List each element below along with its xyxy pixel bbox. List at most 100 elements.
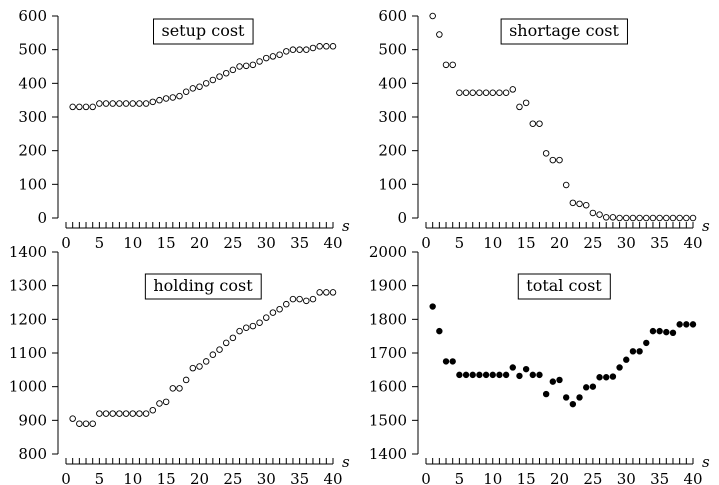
data-point [569, 400, 577, 408]
data-point [629, 348, 637, 355]
y-tick-label: 200 [378, 142, 407, 160]
data-point [102, 410, 110, 417]
data-point [509, 364, 516, 371]
data-point [469, 371, 476, 379]
data-point [236, 327, 243, 335]
data-point [676, 214, 683, 222]
x-tick-label: 15 [157, 470, 176, 485]
data-point [522, 99, 530, 107]
data-point [649, 214, 657, 222]
data-point [502, 371, 510, 379]
chart-title: holding cost [153, 276, 253, 295]
x-tick-label: 30 [257, 234, 276, 252]
data-point [589, 383, 597, 390]
data-point [436, 327, 443, 335]
data-point [116, 100, 123, 107]
data-point [689, 321, 697, 328]
data-point [169, 94, 177, 101]
data-point [283, 48, 290, 55]
data-point [242, 324, 250, 332]
data-point [442, 358, 450, 365]
data-point [603, 374, 610, 381]
data-point [169, 385, 177, 392]
x-tick-label: 0 [61, 234, 71, 252]
data-point [129, 410, 136, 417]
y-tick-label: 100 [378, 175, 407, 193]
x-tick-label: 25 [223, 234, 242, 252]
x-tick-label: 30 [617, 470, 636, 485]
y-tick-label: 500 [378, 41, 407, 59]
data-point [269, 309, 277, 316]
data-point [496, 371, 503, 379]
data-point [136, 410, 143, 417]
y-tick-label: 100 [18, 175, 47, 193]
x-tick-label: 20 [190, 234, 209, 252]
x-tick-label: 30 [257, 470, 276, 485]
data-point [202, 358, 210, 365]
data-point [476, 371, 483, 379]
x-tick-label: 25 [223, 470, 242, 485]
y-tick-label: 1300 [9, 277, 47, 295]
x-tick-label: 20 [550, 234, 569, 252]
data-point [449, 358, 456, 365]
data-point [196, 363, 203, 370]
x-tick-label: 25 [583, 234, 602, 252]
data-point [156, 400, 163, 407]
data-point [263, 314, 270, 321]
data-point [489, 89, 497, 97]
data-point [462, 89, 470, 97]
data-point [643, 339, 650, 347]
data-point [529, 371, 536, 379]
data-point [142, 410, 150, 417]
panel-shortage-cost: 0 100 200 300 400 500 600 0 5 10 15 20 25 30 35 40s shor… [378, 7, 710, 252]
x-tick-label: 15 [157, 234, 176, 252]
data-point [569, 199, 577, 207]
y-tick-label: 300 [378, 108, 407, 126]
x-tick-label: 5 [95, 470, 105, 485]
data-point [176, 92, 183, 100]
title-box [517, 273, 611, 300]
data-point [222, 339, 230, 347]
y-tick-label: 600 [378, 7, 407, 25]
data-point [556, 156, 563, 164]
x-tick-label: 5 [455, 234, 465, 252]
data-point [96, 410, 103, 417]
x-tick-label: 40 [323, 470, 342, 485]
data-point [323, 289, 330, 296]
chart-title: shortage cost [509, 21, 619, 40]
data-point [656, 327, 663, 335]
data-point [129, 100, 136, 107]
x-tick-label: 35 [650, 234, 669, 252]
data-point [189, 364, 197, 372]
data-point [536, 371, 543, 379]
data-point [542, 390, 550, 398]
data-point [596, 374, 603, 381]
data-point [196, 83, 203, 90]
data-point [542, 150, 550, 157]
data-point [669, 214, 677, 222]
data-point [582, 201, 590, 209]
data-point [676, 321, 683, 328]
y-tick-label: 400 [378, 74, 407, 92]
data-point [482, 89, 490, 97]
data-point [609, 214, 617, 221]
data-point [469, 89, 476, 97]
data-point [536, 120, 543, 127]
data-point [482, 371, 490, 379]
y-tick-label: 0 [397, 209, 407, 227]
data-point [89, 420, 96, 427]
data-point [663, 214, 670, 222]
data-point [442, 61, 450, 69]
data-point [643, 214, 650, 222]
x-tick-label: 40 [683, 234, 702, 252]
data-point [683, 321, 690, 328]
data-point [289, 46, 297, 53]
data-point [209, 351, 217, 358]
data-point [236, 63, 243, 70]
y-tick-label: 1100 [9, 344, 47, 362]
data-point [182, 376, 190, 384]
data-point [116, 410, 123, 417]
y-tick-label: 1400 [9, 243, 47, 261]
x-axis-label: s [342, 217, 350, 235]
